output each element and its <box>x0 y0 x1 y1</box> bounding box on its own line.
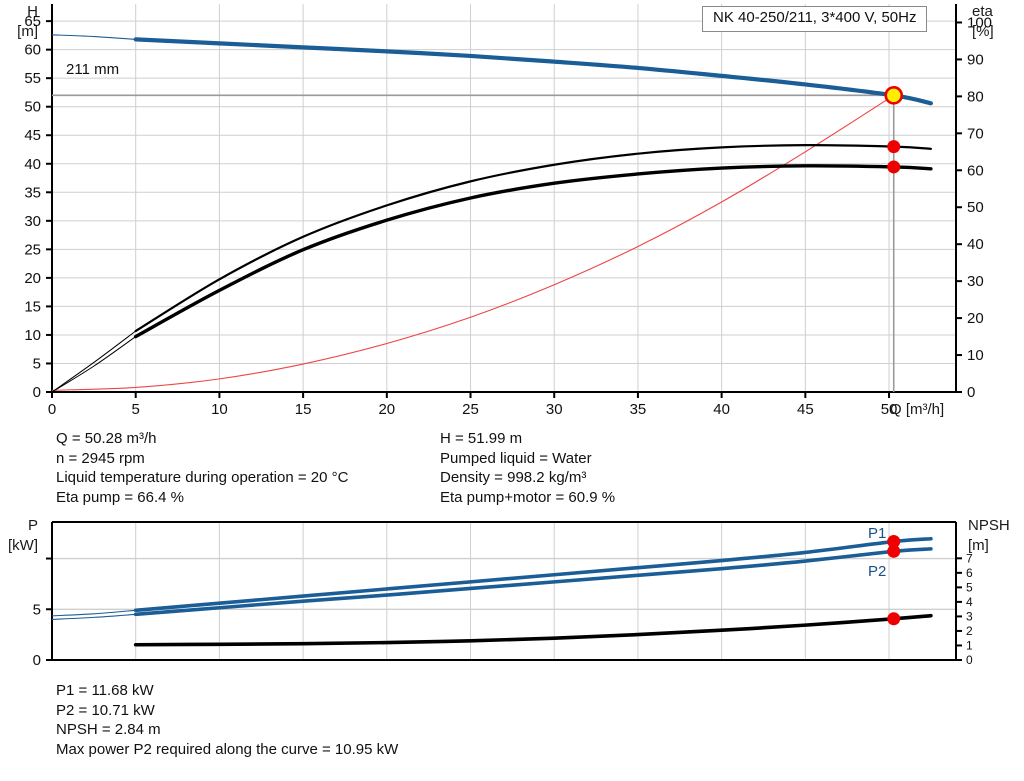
pump-title-text: NK 40-250/211, 3*400 V, 50Hz <box>713 9 917 26</box>
x-tick-label: 50 <box>881 401 898 418</box>
y-tick-label-left: 60 <box>24 42 41 59</box>
p1-curve <box>133 536 933 613</box>
eta-axis-unit: [%] <box>972 23 994 40</box>
npsh-tick-label: 4 <box>966 595 973 609</box>
info-bottom-0: P1 = 11.68 kW <box>56 682 154 699</box>
head-efficiency-chart: 0510152025303540455055606501020304050607… <box>17 3 994 418</box>
q-axis-title: Q [m³/h] <box>890 401 944 418</box>
p-axis-unit: [kW] <box>8 537 38 554</box>
x-tick-label: 25 <box>462 401 479 418</box>
impeller-size-label: 211 mm <box>66 61 119 78</box>
operating-info-right: H = 51.99 m Pumped liquid = Water Densit… <box>440 429 615 507</box>
y-tick-label-left: 5 <box>33 355 41 372</box>
y-tick-label-right: 40 <box>967 236 984 253</box>
p-axis-title: P <box>28 517 38 534</box>
pump-title-box: NK 40-250/211, 3*400 V, 50Hz <box>702 6 928 32</box>
y-tick-label-left: 65 <box>24 13 41 30</box>
y-tick-label-right: 70 <box>967 125 984 142</box>
npsh-axis-unit: [m] <box>968 537 989 554</box>
eta-pump-point-marker <box>887 140 901 154</box>
h-axis-title: H <box>27 3 38 20</box>
npsh-tick-label: 5 <box>966 580 973 594</box>
eta-axis-title: eta <box>972 3 994 20</box>
info-bottom-3: Max power P2 required along the curve = … <box>56 740 399 758</box>
y-tick-label-left: 15 <box>24 298 41 315</box>
p1-curve-label: P1 <box>868 525 886 542</box>
npsh-tick-label: 3 <box>966 609 973 623</box>
p2-curve-label: P2 <box>868 563 886 580</box>
y-tick-label-right: 20 <box>967 310 984 327</box>
npsh-tick-label: 1 <box>966 638 973 652</box>
x-tick-label: 35 <box>630 401 647 418</box>
info-left-0: Q = 50.28 m³/h <box>56 430 157 447</box>
info-left-3: Eta pump = 66.4 % <box>56 488 184 506</box>
head-curve-thin <box>51 34 136 40</box>
y-tick-label-right: 90 <box>967 51 984 68</box>
info-right-2: Density = 998.2 kg/m³ <box>440 469 587 486</box>
npsh-tick-label: 2 <box>966 624 973 638</box>
y-tick-label-right: 60 <box>967 162 984 179</box>
npsh-tick-label: 6 <box>966 566 973 580</box>
npsh-tick-label: 0 <box>966 653 973 667</box>
npsh-axis-title: NPSH <box>968 517 1010 534</box>
y-tick-label-right: 80 <box>967 88 984 105</box>
y-tick-label-left: 5 <box>33 601 41 618</box>
info-left-2: Liquid temperature during operation = 20… <box>56 469 349 486</box>
eta-pump-motor-curve-thin <box>51 336 136 393</box>
p2-curve-thin <box>51 613 136 620</box>
x-tick-label: 40 <box>713 401 730 418</box>
y-tick-label-left: 25 <box>24 241 41 258</box>
y-tick-label-left: 0 <box>33 384 41 401</box>
y-tick-label-right: 0 <box>967 384 975 401</box>
y-tick-label-left: 10 <box>24 327 41 344</box>
duty-point-marker <box>884 86 904 105</box>
p1-duty-point-marker <box>887 534 901 548</box>
y-tick-label-left: 0 <box>33 652 41 669</box>
eta-pump-curve-thin <box>51 330 137 393</box>
info-left-1: n = 2945 rpm <box>56 449 145 467</box>
system-curve <box>51 94 895 391</box>
x-tick-label: 45 <box>797 401 814 418</box>
info-right-0: H = 51.99 m <box>440 430 523 447</box>
x-tick-label: 15 <box>295 401 312 418</box>
x-tick-label: 20 <box>378 401 395 418</box>
npsh-duty-point-marker <box>887 612 901 626</box>
y-tick-label-right: 30 <box>967 273 984 290</box>
y-tick-label-right: 10 <box>967 347 984 364</box>
operating-info-left: Q = 50.28 m³/h n = 2945 rpm Liquid tempe… <box>56 429 348 507</box>
eta-pump-motor-curve <box>134 164 933 339</box>
h-axis-unit: [m] <box>17 23 38 40</box>
npsh-curve <box>133 613 933 647</box>
y-tick-label-left: 50 <box>24 99 41 116</box>
y-tick-label-left: 55 <box>24 70 41 87</box>
info-right-3: Eta pump+motor = 60.9 % <box>440 488 616 506</box>
eta-pump-curve <box>134 144 932 333</box>
power-info-block: P1 = 11.68 kW P2 = 10.71 kW NPSH = 2.84 … <box>56 681 398 759</box>
p2-curve <box>133 547 933 617</box>
top-chart-group: 0510152025303540455055606501020304050607… <box>17 3 994 418</box>
x-tick-label: 0 <box>48 401 56 418</box>
y-tick-label-left: 30 <box>24 213 41 230</box>
y-tick-label-left: 35 <box>24 184 41 201</box>
x-tick-label: 30 <box>546 401 563 418</box>
y-tick-label-right: 100 <box>967 14 992 31</box>
x-tick-label: 5 <box>132 401 140 418</box>
eta-pump-motor-point-marker <box>887 160 901 174</box>
info-bottom-2: NPSH = 2.84 m <box>56 721 161 738</box>
p1-curve-thin <box>51 609 136 617</box>
npsh-tick-label: 7 <box>966 551 973 565</box>
head-curve <box>133 37 933 106</box>
y-tick-label-left: 45 <box>24 127 41 144</box>
y-tick-label-left: 20 <box>24 270 41 287</box>
info-bottom-1: P2 = 10.71 kW <box>56 701 155 719</box>
x-tick-label: 10 <box>211 401 228 418</box>
p2-duty-point-marker <box>887 544 901 558</box>
info-right-1: Pumped liquid = Water <box>440 449 592 467</box>
y-tick-label-left: 40 <box>24 156 41 173</box>
y-tick-label-right: 50 <box>967 199 984 216</box>
